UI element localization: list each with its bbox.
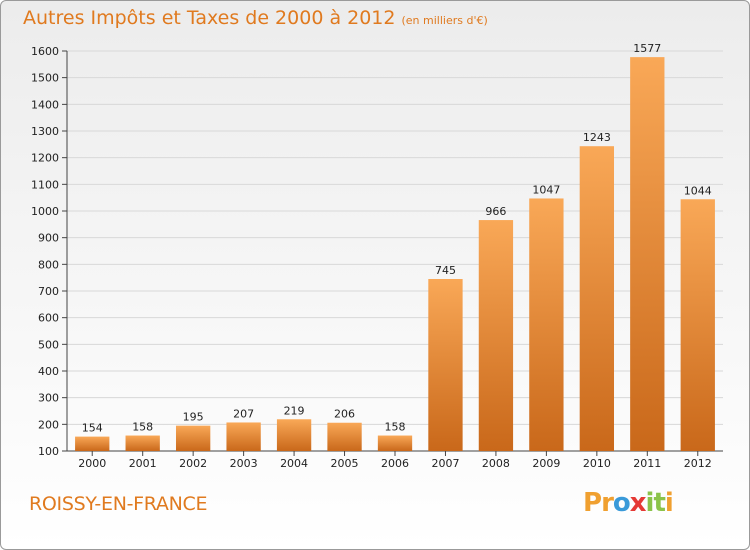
y-tick-label: 1300	[31, 125, 59, 138]
x-tick-label-2011: 2011	[633, 457, 661, 470]
y-tick-label: 600	[38, 312, 59, 325]
bar-2003	[226, 422, 261, 451]
x-tick-label-2003: 2003	[230, 457, 258, 470]
y-tick-label: 1600	[31, 45, 59, 58]
bar-2000	[75, 436, 110, 451]
axes	[66, 51, 723, 452]
bar-2009	[529, 198, 564, 451]
x-tick-label-2007: 2007	[431, 457, 459, 470]
chart-title-text: Autres Impôts et Taxes de 2000 à 2012	[23, 7, 396, 29]
chart-title: Autres Impôts et Taxes de 2000 à 2012 (en…	[23, 7, 488, 29]
logo-letter: o	[612, 488, 631, 518]
y-tick-label: 500	[38, 338, 59, 351]
data-label-2001: 158	[132, 421, 153, 434]
bar-2008	[478, 220, 514, 451]
x-tick-label-2012: 2012	[684, 457, 712, 470]
x-tick-label-2008: 2008	[482, 457, 510, 470]
grid-lines	[62, 50, 723, 452]
data-label-2005: 206	[334, 408, 355, 421]
bar-2004	[276, 419, 312, 451]
bar-2010	[579, 146, 615, 451]
commune-name: ROISSY-EN-FRANCE	[29, 493, 208, 515]
data-label-2007: 745	[435, 264, 456, 277]
data-label-2008: 966	[485, 205, 506, 218]
logo-letter: r	[601, 488, 614, 518]
data-label-2003: 207	[233, 407, 254, 420]
bar-2011	[630, 57, 665, 452]
data-label-2009: 1047	[532, 183, 560, 196]
data-label-2010: 1243	[583, 131, 611, 144]
chart-subtitle: (en milliers d'€)	[401, 14, 488, 27]
logo-letter: i	[664, 488, 674, 518]
bar-2007	[428, 279, 463, 451]
y-tick-label: 1200	[31, 152, 59, 165]
bar-2006	[377, 435, 413, 451]
x-tick-label-2002: 2002	[179, 457, 207, 470]
logo-letter: t	[653, 488, 665, 518]
bars	[75, 57, 715, 452]
x-tick-label-2009: 2009	[532, 457, 560, 470]
y-tick-label: 200	[38, 418, 59, 431]
logo-letter: i	[645, 488, 655, 518]
logo-letter: x	[629, 488, 647, 518]
data-label-2012: 1044	[684, 184, 712, 197]
x-tick-label-2005: 2005	[331, 457, 359, 470]
logo-letter: P	[583, 488, 602, 518]
y-tick-labels: 100 200 300 400 500 600 700 800 900 1000 1100 1200 1…	[31, 45, 59, 458]
y-tick-label: 900	[38, 232, 59, 245]
data-label-2004: 219	[284, 404, 305, 417]
data-labels: 154 158 195 207 219 206 158 745 966 1047 1243 1577 1…	[82, 42, 712, 434]
x-tick-labels: 2000 2001 2002 2003 2004 2005 2006 2007 2008 2009…	[78, 451, 712, 470]
data-label-2011: 1577	[633, 42, 661, 55]
y-tick-label: 700	[38, 285, 59, 298]
data-label-2002: 195	[183, 411, 204, 424]
data-label-2000: 154	[82, 422, 103, 435]
x-tick-label-2000: 2000	[78, 457, 106, 470]
bar-2002	[175, 425, 211, 451]
x-tick-label-2010: 2010	[583, 457, 611, 470]
bar-2012	[680, 199, 715, 451]
y-tick-label: 400	[38, 365, 59, 378]
proxiti-logo[interactable]: Proxiti	[583, 488, 674, 518]
data-label-2006: 158	[385, 421, 406, 434]
y-tick-label: 1000	[31, 205, 59, 218]
bar-2005	[327, 422, 362, 451]
y-tick-label: 1400	[31, 98, 59, 111]
x-tick-label-2006: 2006	[381, 457, 409, 470]
y-tick-label: 1500	[31, 72, 59, 85]
y-tick-label: 100	[38, 445, 59, 458]
y-tick-label: 800	[38, 258, 59, 271]
x-tick-label-2004: 2004	[280, 457, 308, 470]
y-tick-label: 300	[38, 392, 59, 405]
x-tick-label-2001: 2001	[129, 457, 157, 470]
bar-2001	[125, 435, 160, 451]
y-tick-label: 1100	[31, 178, 59, 191]
